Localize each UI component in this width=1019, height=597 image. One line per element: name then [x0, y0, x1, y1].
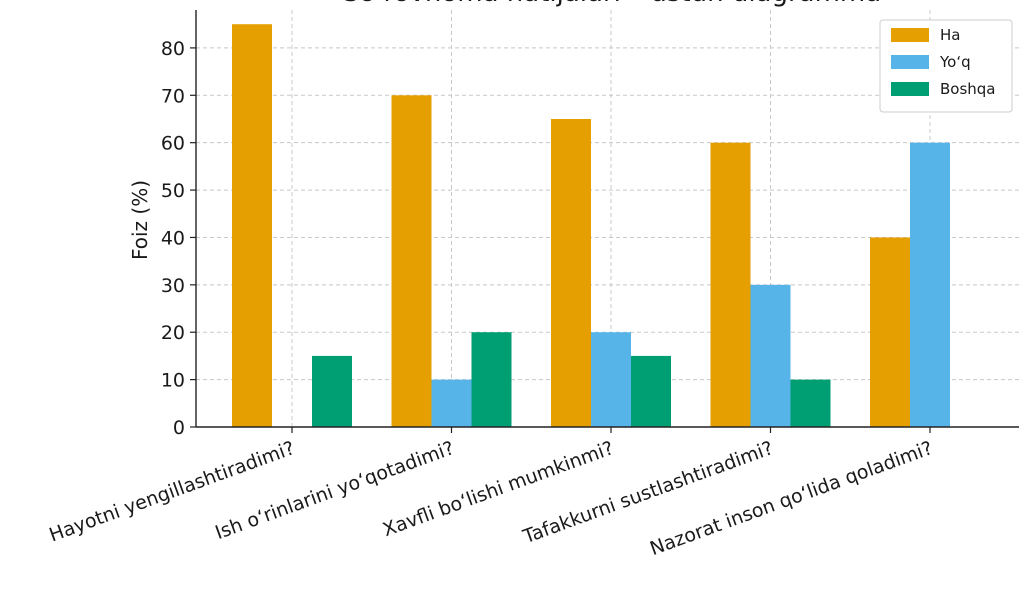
bar [910, 142, 950, 427]
bar [631, 355, 671, 427]
legend-label: Boshqa [940, 80, 996, 98]
x-tick-label: Hayotni yengillashtiradimi? [46, 437, 297, 546]
legend-swatch [891, 28, 929, 42]
bar [790, 379, 831, 427]
legend-label: Ha [940, 26, 960, 44]
legend-label: Yo‘q [939, 53, 971, 71]
x-tick-labels: Hayotni yengillashtiradimi?Ish o‘rinlari… [46, 427, 936, 560]
bar [312, 355, 352, 427]
legend-swatch [891, 55, 929, 69]
y-tick-label: 20 [161, 322, 185, 344]
y-tick-label: 70 [161, 85, 185, 107]
y-tick-label: 60 [161, 133, 185, 155]
bar [471, 332, 512, 427]
bars [232, 24, 950, 427]
legend: Ha Yo‘q Boshqa [879, 19, 1013, 113]
bar [710, 142, 751, 427]
bar [870, 237, 910, 427]
y-axis-title: Foiz (%) [128, 180, 152, 260]
bar [232, 24, 272, 427]
bar [750, 284, 791, 427]
axes [195, 10, 1019, 428]
chart-title: So‘rovnoma natijalari – ustun diagramma [343, 0, 881, 8]
x-tick-label: Tafakkurni sustlashtiradimi? [519, 437, 776, 548]
bar [431, 379, 472, 427]
y-tick-label: 10 [161, 370, 185, 392]
bar [391, 95, 432, 427]
y-tick-label: 30 [161, 275, 185, 297]
y-tick-label: 40 [161, 227, 185, 249]
y-tick-label: 0 [173, 417, 185, 439]
x-tick-label: Nazorat inson qo‘lida qoladimi? [647, 437, 936, 560]
bar [591, 332, 631, 427]
legend-swatch [891, 82, 929, 96]
bar [551, 118, 591, 427]
y-tick-label: 80 [161, 38, 185, 60]
y-tick-labels: 0 10 20 30 40 50 60 70 80 [161, 38, 196, 439]
y-tick-label: 50 [161, 180, 185, 202]
